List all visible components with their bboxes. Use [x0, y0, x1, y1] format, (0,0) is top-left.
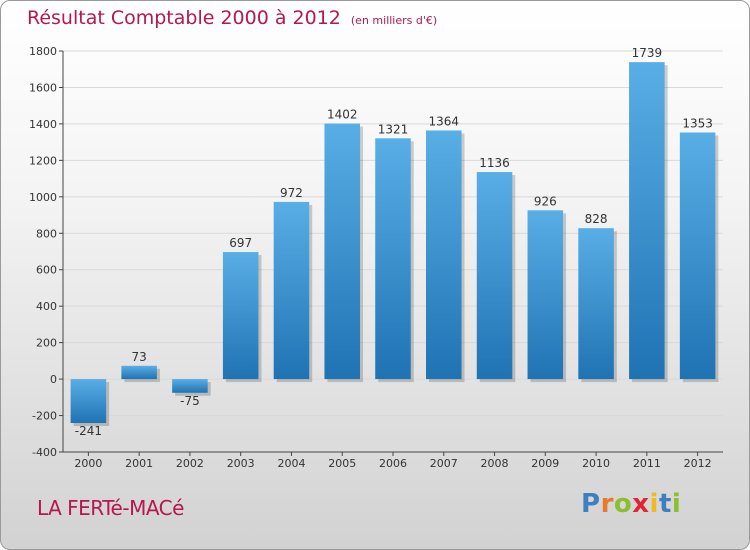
bar-value-label: 972	[280, 186, 303, 200]
chart-title: Résultat Comptable 2000 à 2012	[27, 7, 341, 29]
x-tick-label: 2010	[582, 457, 610, 470]
title-row: Résultat Comptable 2000 à 2012 (en millie…	[27, 7, 437, 29]
logo-letter: i	[671, 489, 682, 519]
x-tick-label: 2002	[176, 457, 204, 470]
bar	[426, 130, 462, 380]
y-tick-label: -200	[32, 410, 57, 423]
bar-value-label: 1364	[428, 114, 459, 128]
logo-letter: r	[600, 489, 614, 519]
bar	[679, 132, 716, 380]
chart-unit: (en milliers d'€)	[350, 14, 438, 27]
bar-value-label: -241	[75, 424, 102, 438]
x-tick-label: 2009	[531, 457, 559, 470]
bar	[172, 379, 208, 393]
x-tick-label: 2006	[379, 457, 407, 470]
proxiti-logo[interactable]: Proxiti	[581, 489, 681, 519]
y-tick-label: 400	[36, 300, 57, 313]
y-tick-label: 1400	[29, 118, 57, 131]
x-tick-label: 2001	[125, 457, 153, 470]
x-tick-label: 2003	[227, 457, 255, 470]
bar	[70, 379, 107, 424]
bar-value-label: 1321	[378, 122, 409, 136]
bar-value-label: 926	[534, 194, 557, 208]
logo-letter: x	[632, 489, 650, 519]
logo-letter: t	[658, 489, 672, 519]
bar	[629, 62, 665, 380]
y-tick-label: 0	[50, 373, 57, 386]
bar	[121, 365, 157, 380]
bar-value-label: 697	[229, 236, 252, 250]
bar	[324, 123, 360, 380]
axes: -400 -200 0 200 400 600 800 1000 1200 1400 1600 180…	[29, 45, 723, 470]
x-tick-label: 2012	[684, 457, 712, 470]
bar-value-label: 828	[585, 212, 608, 226]
y-tick-label: -400	[32, 446, 57, 459]
commune-name: LA FERTé-MACé	[37, 496, 184, 520]
bar	[578, 228, 614, 380]
bar-value-label: 1739	[632, 46, 663, 60]
logo-letter: P	[581, 489, 601, 519]
x-tick-label: 2005	[328, 457, 356, 470]
value-labels: -241 73 -75 697 972 1402 1321 1364 1136 926 828 173…	[75, 46, 713, 438]
x-tick-label: 2007	[430, 457, 458, 470]
y-tick-label: 800	[36, 227, 57, 240]
logo-letter: o	[613, 489, 633, 519]
bar-value-label: 1402	[327, 108, 358, 122]
x-tick-label: 2011	[633, 457, 661, 470]
logo-letter: i	[649, 489, 659, 519]
bar	[476, 172, 513, 380]
x-tick-label: 2004	[277, 457, 305, 470]
y-tick-label: 1000	[29, 191, 57, 204]
bar	[222, 252, 259, 380]
y-tick-label: 600	[36, 264, 57, 277]
y-tick-label: 1200	[29, 154, 57, 167]
bars	[70, 62, 719, 427]
y-tick-label: 1800	[29, 45, 57, 58]
bar	[527, 210, 564, 380]
bar	[375, 138, 411, 380]
x-tick-label: 2000	[74, 457, 102, 470]
y-tick-label: 200	[36, 337, 57, 350]
bar-value-label: 1353	[682, 116, 713, 130]
bar-value-label: 73	[132, 350, 147, 364]
bar	[273, 201, 310, 380]
y-tick-label: 1600	[29, 81, 57, 94]
x-tick-label: 2008	[481, 457, 509, 470]
bar-value-label: 1136	[479, 156, 510, 170]
bar-value-label: -75	[180, 394, 200, 408]
